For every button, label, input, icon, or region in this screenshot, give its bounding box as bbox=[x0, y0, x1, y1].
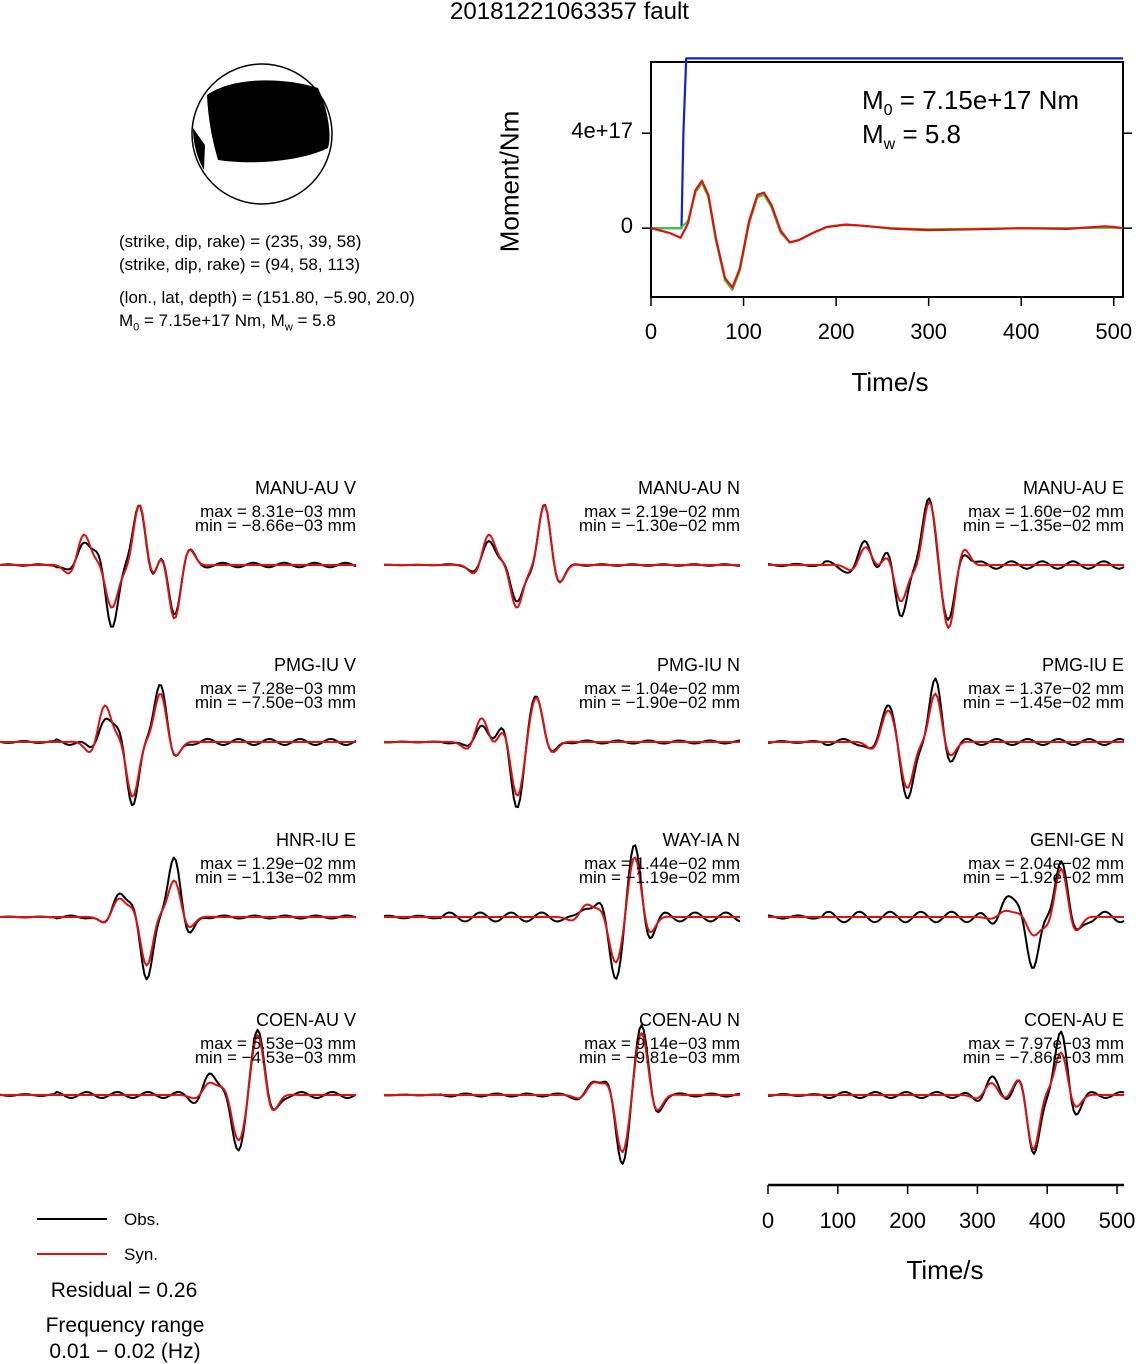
moment-xlabel: Time/s bbox=[851, 367, 929, 397]
station-max: max = 2.19e−02 mm bbox=[584, 502, 740, 521]
observed-trace bbox=[767, 860, 1125, 969]
moment-ytick-label: 4e+17 bbox=[571, 118, 633, 144]
station-min: min = −1.45e−02 mm bbox=[962, 693, 1124, 712]
moment-series-red bbox=[650, 179, 1124, 289]
station-min: min = −1.35e−02 mm bbox=[962, 516, 1124, 535]
moment-xtick-label: 200 bbox=[817, 319, 855, 344]
station-label: PMG-IU N bbox=[657, 655, 740, 675]
mw-annotation: Mw = 5.8 bbox=[862, 119, 962, 154]
waveform-xlabel: Time/s bbox=[906, 1255, 984, 1285]
nodal-plane-1: (strike, dip, rake) = (235, 39, 58) bbox=[119, 232, 362, 251]
synthetic-trace bbox=[0, 879, 356, 967]
station-max: max = 9.14e−03 mm bbox=[584, 1034, 740, 1053]
station-max: max = 2.04e−02 mm bbox=[968, 854, 1124, 873]
m0-annotation: M0 = 7.15e+17 Nm bbox=[862, 85, 1080, 120]
station-label: COEN-AU V bbox=[255, 1010, 356, 1030]
nodal-plane-2: (strike, dip, rake) = (94, 58, 113) bbox=[119, 255, 361, 274]
moment-xtick-label: 300 bbox=[910, 319, 947, 344]
synthetic-trace bbox=[768, 500, 1124, 629]
observed-trace bbox=[0, 1028, 357, 1152]
moment-ytick-label: 0 bbox=[620, 213, 633, 239]
waveform-xtick-label: 500 bbox=[1098, 1208, 1136, 1233]
synthetic-trace bbox=[384, 1032, 740, 1154]
station-label: MANU-AU E bbox=[1022, 478, 1124, 498]
station-label: PMG-IU V bbox=[273, 655, 356, 675]
station-label: PMG-IU E bbox=[1041, 655, 1124, 675]
synthetic-trace bbox=[0, 504, 356, 620]
station-min: min = −7.86e−03 mm bbox=[962, 1048, 1124, 1067]
station-max: max = 5.53e−03 mm bbox=[200, 1034, 356, 1053]
synthetic-trace bbox=[384, 504, 740, 609]
legend-obs-label: Obs. bbox=[124, 1210, 160, 1229]
synthetic-trace bbox=[384, 696, 740, 797]
station-label: HNR-IU E bbox=[276, 830, 356, 850]
station-max: max = 7.28e−03 mm bbox=[200, 679, 356, 698]
station-max: max = 7.97e−03 mm bbox=[968, 1034, 1124, 1053]
moment-xtick-label: 100 bbox=[725, 319, 762, 344]
legend-syn-label: Syn. bbox=[124, 1245, 159, 1264]
station-label: WAY-IA N bbox=[662, 830, 740, 850]
synthetic-trace bbox=[768, 867, 1124, 937]
synthetic-trace bbox=[768, 692, 1124, 789]
moment-xtick-label: 500 bbox=[1095, 319, 1133, 344]
waveform-xtick-label: 300 bbox=[959, 1208, 996, 1233]
beachball-compressional-quadrant bbox=[207, 80, 330, 163]
observed-trace bbox=[383, 844, 741, 980]
synthetic-trace bbox=[768, 1051, 1124, 1151]
beachball-compressional-wedge bbox=[193, 128, 205, 170]
station-min: min = −1.92e−02 mm bbox=[962, 868, 1124, 887]
station-label: MANU-AU N bbox=[638, 478, 740, 498]
station-max: max = 1.37e−02 mm bbox=[968, 679, 1124, 698]
synthetic-trace bbox=[0, 693, 356, 798]
figure-title: 20181221063357 fault bbox=[450, 0, 689, 25]
waveform-xtick-label: 100 bbox=[819, 1208, 857, 1233]
waveform-xtick-label: 0 bbox=[761, 1208, 775, 1233]
synthetic-trace bbox=[384, 856, 740, 964]
station-label: GENI-GE N bbox=[1029, 830, 1124, 850]
station-min: min = −1.19e−02 mm bbox=[578, 868, 740, 887]
station-label: COEN-AU E bbox=[1023, 1010, 1124, 1030]
station-max: max = 1.29e−02 mm bbox=[200, 854, 356, 873]
moment-plot-frame bbox=[650, 61, 1124, 298]
waveform-xtick-label: 400 bbox=[1028, 1208, 1066, 1233]
station-min: min = −1.13e−02 mm bbox=[194, 868, 356, 887]
synthetic-trace bbox=[0, 1034, 356, 1142]
frequency-range-value: 0.01 − 0.02 (Hz) bbox=[49, 1340, 201, 1363]
source-moment-line: M0 = 7.15e+17 Nm, Mw = 5.8 bbox=[119, 311, 336, 334]
station-max: max = 8.31e−03 mm bbox=[200, 502, 356, 521]
station-min: min = −1.90e−02 mm bbox=[578, 693, 740, 712]
station-max: max = 1.60e−02 mm bbox=[968, 502, 1124, 521]
residual-text: Residual = 0.26 bbox=[50, 1279, 198, 1302]
station-min: min = −9.81e−03 mm bbox=[578, 1048, 740, 1067]
station-max: max = 1.44e−02 mm bbox=[584, 854, 740, 873]
station-min: min = −7.50e−03 mm bbox=[194, 693, 356, 712]
source-location: (lon., lat, depth) = (151.80, −5.90, 20.… bbox=[119, 288, 415, 307]
station-label: COEN-AU N bbox=[638, 1010, 740, 1030]
station-max: max = 1.04e−02 mm bbox=[584, 679, 740, 698]
waveform-xtick-label: 200 bbox=[889, 1208, 926, 1233]
station-min: min = −8.66e−03 mm bbox=[194, 516, 356, 535]
station-min: min = −4.53e−03 mm bbox=[194, 1048, 356, 1067]
station-min: min = −1.30e−02 mm bbox=[578, 516, 740, 535]
moment-xtick-label: 0 bbox=[644, 319, 658, 344]
moment-xtick-label: 400 bbox=[1002, 319, 1040, 344]
frequency-range-label: Frequency range bbox=[45, 1314, 205, 1337]
station-label: MANU-AU V bbox=[254, 478, 356, 498]
